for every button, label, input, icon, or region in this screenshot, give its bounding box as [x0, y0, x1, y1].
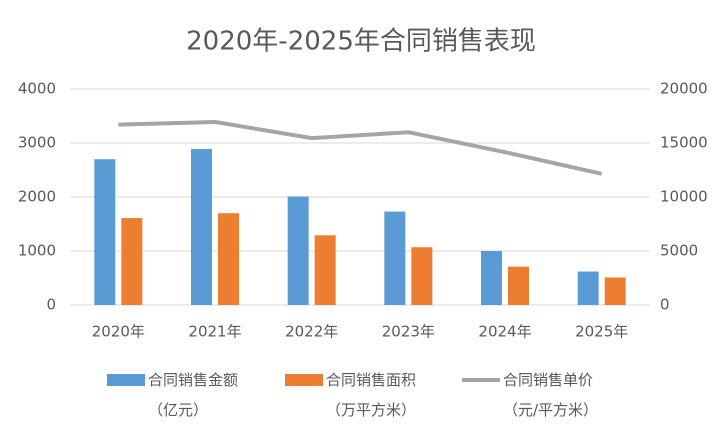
bar: [577, 271, 599, 305]
legend-label: 合同销售金额（亿元）: [148, 371, 239, 419]
x-tick-label: 2020年: [92, 323, 145, 341]
y2-tick-label: 0: [660, 296, 670, 314]
bar: [604, 277, 626, 305]
legend-swatch: [285, 374, 323, 386]
legend-swatch: [462, 378, 500, 382]
x-tick-label: 2023年: [382, 323, 435, 341]
y2-tick-label: 10000: [660, 188, 708, 206]
y-tick-label: 4000: [18, 80, 56, 98]
x-tick-label: 2021年: [188, 323, 241, 341]
bar: [384, 211, 406, 305]
bar: [218, 213, 239, 305]
x-tick-label: 2024年: [478, 323, 531, 341]
x-tick-label: 2025年: [575, 323, 628, 341]
legend-swatch: [107, 374, 145, 386]
y-tick-label: 3000: [18, 134, 56, 152]
x-tick-label: 2022年: [285, 323, 338, 341]
y2-tick-label: 5000: [660, 242, 698, 260]
legend-label: 合同销售面积（万平方米）: [326, 371, 417, 419]
line: [118, 119, 603, 176]
legend-label: 合同销售单价（元/平方米）: [503, 371, 599, 419]
bar: [508, 266, 529, 305]
y-tick-label: 2000: [18, 188, 56, 206]
bar: [314, 235, 336, 305]
bar: [94, 159, 116, 305]
bar: [287, 196, 309, 305]
y2-tick-label: 15000: [660, 134, 708, 152]
y-tick-label: 0: [46, 296, 56, 314]
bar: [411, 247, 433, 305]
bar: [121, 218, 143, 305]
bar: [481, 251, 502, 305]
chart-title: 2020年-2025年合同销售表现: [186, 27, 536, 57]
y2-tick-label: 20000: [660, 80, 708, 98]
bar: [191, 148, 212, 305]
y-tick-label: 1000: [18, 242, 56, 260]
